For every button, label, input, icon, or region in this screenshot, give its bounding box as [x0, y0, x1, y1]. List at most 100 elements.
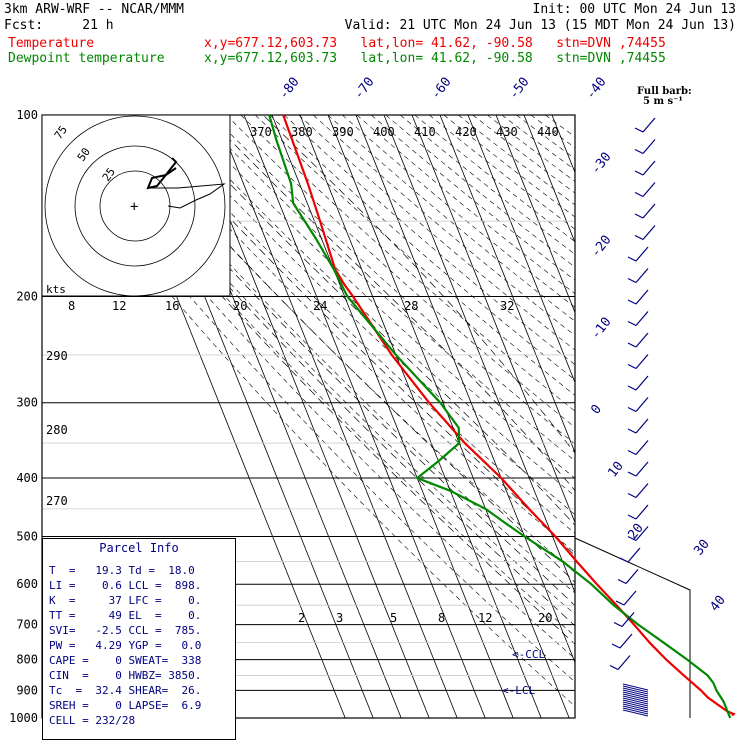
wind-barb [635, 418, 649, 434]
mixing-ratio-label: 16 [165, 299, 179, 313]
wind-barb [627, 547, 641, 563]
isotherm-label: 40 [707, 593, 728, 615]
dry-adiabat [153, 115, 575, 515]
wind-barb-low [622, 683, 649, 691]
isotherm-label: -60 [428, 75, 454, 103]
wind-barb-flag [627, 277, 637, 284]
wind-barb [635, 246, 649, 262]
wind-barb [642, 117, 656, 133]
pressure-label: 1000 [9, 711, 38, 725]
wind-barb-low [622, 701, 649, 709]
isotherm-label: -50 [506, 75, 532, 103]
isotherm-label: -70 [351, 75, 377, 103]
model-title: 3km ARW-WRF -- NCAR/MMM [4, 2, 185, 17]
isotherm [467, 115, 575, 384]
isotherm [327, 115, 570, 718]
wind-barb [617, 655, 631, 670]
hodograph-ring-label: 50 [75, 145, 93, 163]
isotherm [271, 115, 514, 718]
temperature-location-info: x,y=677.12,603.73 lat,lon= 41.62, -90.58… [204, 36, 666, 51]
isotherm-label: 10 [605, 459, 626, 481]
isotherm-label: 30 [691, 537, 712, 559]
theta-label: 410 [414, 125, 436, 139]
wind-barb-low [622, 697, 649, 705]
hodograph-unit-label: kts [46, 283, 66, 296]
pressure-label: 900 [16, 683, 38, 697]
mixing-ratio-label: 20 [233, 299, 247, 313]
theta-label: 290 [46, 349, 68, 363]
wind-barb-flag [627, 299, 637, 305]
dry-adiabat [443, 115, 575, 218]
isotherm [495, 115, 575, 314]
wind-barb-flag [627, 535, 637, 542]
wind-barb [623, 590, 637, 606]
wind-barb [635, 311, 649, 326]
theta-label: 380 [291, 125, 313, 139]
isotherm [439, 115, 575, 454]
wind-barb [642, 182, 656, 197]
wind-barb [635, 461, 649, 477]
wind-barb-low [622, 705, 649, 713]
wind-barb [635, 483, 649, 498]
isotherm [411, 115, 575, 524]
dry-adiabat [501, 115, 575, 171]
hodograph-ring [44, 115, 226, 297]
hodograph-trace-thin [148, 183, 226, 209]
lcl-marker: <-LCL [502, 684, 535, 697]
mixing-ratio-label: 32 [500, 299, 514, 313]
wind-barb-flag [627, 492, 637, 499]
wind-barb [642, 139, 656, 154]
wind-barb-low [622, 709, 649, 717]
pressure-label: 400 [16, 471, 38, 485]
isotherm [355, 115, 575, 664]
wind-barb [635, 268, 649, 283]
wind-barb-flag [619, 557, 629, 563]
parcel-row: T = 19.3 Td = 18.0 [49, 564, 195, 577]
parcel-row: CAPE = 0 SWEAT= 338 [49, 654, 202, 667]
theta-label: 400 [373, 125, 395, 139]
isotherm [523, 115, 575, 244]
parcel-info-title: Parcel Info [99, 541, 179, 555]
isotherm [299, 115, 542, 718]
pressure-label: 500 [16, 529, 38, 543]
wind-barb-low [622, 707, 649, 715]
wind-barb [625, 569, 639, 584]
hodograph-center: + [130, 199, 138, 215]
isotherm [580, 115, 740, 718]
mixing-ratio-label: 3 [336, 611, 343, 625]
parcel-row: Tc = 32.4 SHEAR= 26. [49, 684, 202, 697]
dewpoint-legend-label: Dewpoint temperature [8, 51, 165, 66]
dry-adiabat [182, 115, 575, 479]
hodograph-ring [74, 145, 196, 267]
parcel-row: CELL = 232/28 [49, 714, 136, 727]
mixing-ratio-label: 8 [68, 299, 75, 313]
wind-barb [635, 289, 649, 305]
wind-barb-flag [627, 320, 637, 327]
theta-label: 390 [332, 125, 354, 139]
wind-barb-flag [613, 621, 623, 628]
wind-barb-low [622, 687, 649, 695]
parcel-row: SREH = 0 LAPSE= 6.9 [49, 699, 202, 712]
wind-barb-flag [634, 191, 644, 198]
wind-barb-low [622, 699, 649, 707]
wind-barb-flag [617, 578, 627, 585]
valid-time: Valid: 21 UTC Mon 24 Jun 13 (15 MDT Mon … [344, 18, 736, 33]
wind-barb [642, 203, 656, 219]
dry-adiabat [472, 115, 575, 194]
forecast-hour: Fcst: 21 h [4, 18, 114, 33]
wind-barb-flag [615, 600, 625, 606]
wind-barb [642, 160, 656, 176]
mixing-ratio-label: 28 [404, 299, 418, 313]
isotherm-label: -20 [588, 233, 614, 261]
isotherm-label: -80 [276, 75, 302, 103]
dry-adiabat [342, 115, 575, 308]
pressure-label: 800 [16, 653, 38, 667]
theta-label: 270 [46, 494, 68, 508]
parcel-row: LI = 0.6 LCL = 898. [49, 579, 202, 592]
moist-adiabat [262, 115, 575, 454]
wind-barb-low [622, 685, 649, 693]
theta-label: 440 [537, 125, 559, 139]
isotherm [383, 115, 575, 594]
plot-frame [41, 114, 576, 719]
barb-legend-value: 5 m s⁻¹ [643, 96, 683, 107]
